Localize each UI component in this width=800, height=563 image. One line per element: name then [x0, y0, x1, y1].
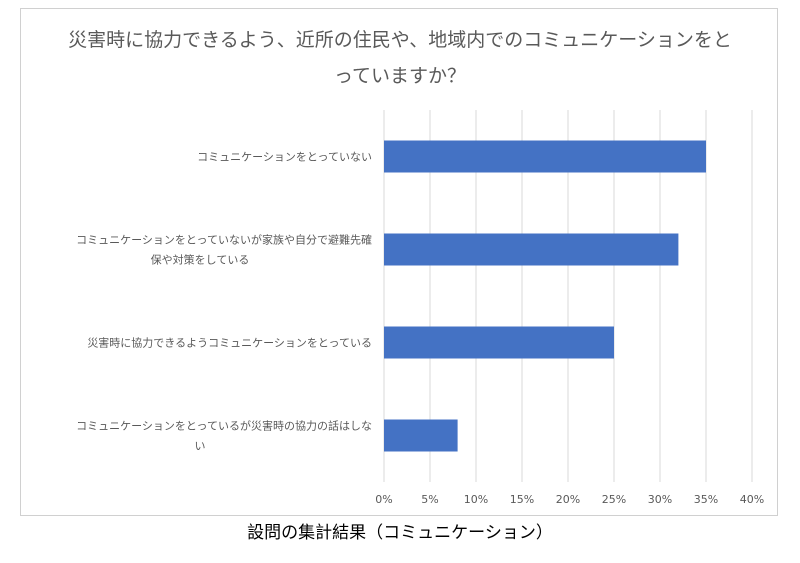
bar — [384, 233, 679, 266]
category-label: 災害時に協力できるようコミュニケーションをとっている — [87, 336, 372, 350]
category-label: コミュニケーションをとっていないが家族や自分で避難先確 — [76, 233, 372, 247]
x-tick-label: 10% — [464, 493, 488, 506]
bar — [384, 419, 458, 452]
x-tick-label: 20% — [556, 493, 580, 506]
x-tick-label: 35% — [694, 493, 718, 506]
category-label: 保や対策をしている — [151, 253, 250, 267]
chart-frame — [20, 8, 778, 516]
chart-title: 災害時に協力できるよう、近所の住民や、地域内でのコミュニケーションをとっています… — [68, 29, 732, 87]
x-tick-label: 0% — [375, 493, 392, 506]
category-label: コミュニケーションをとっていない — [197, 151, 372, 164]
bar — [384, 326, 614, 359]
x-tick-label: 25% — [602, 493, 626, 506]
x-tick-label: 40% — [740, 493, 764, 506]
category-label: コミュニケーションをとっているが災害時の協力の話はしな — [76, 419, 372, 433]
x-tick-label: 30% — [648, 493, 672, 506]
bar — [384, 140, 706, 173]
x-tick-label: 15% — [510, 493, 534, 506]
figure-caption: 設問の集計結果（コミュニケーション） — [247, 523, 553, 543]
x-tick-label: 5% — [421, 493, 438, 506]
category-label: い — [195, 440, 206, 453]
